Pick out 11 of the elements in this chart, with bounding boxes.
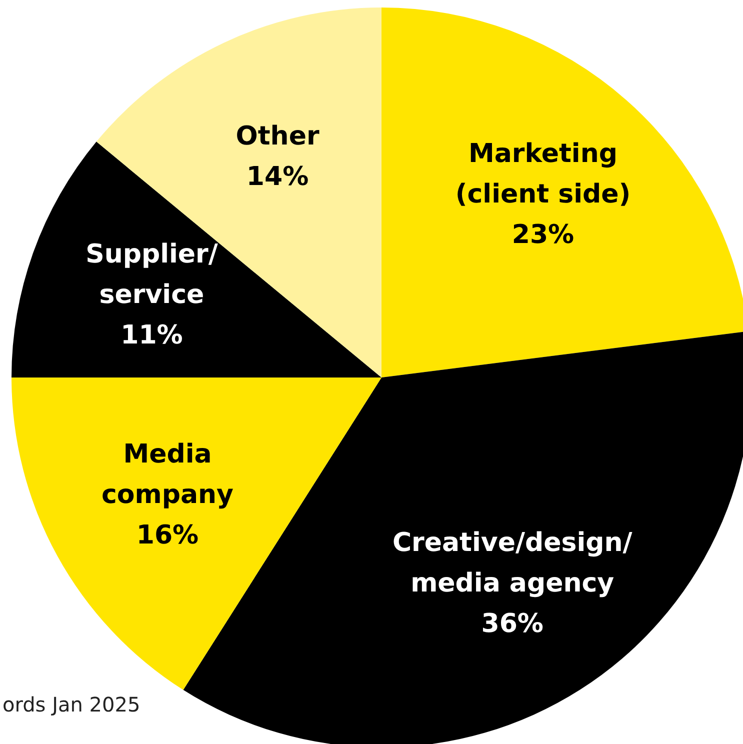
data-label: 11% xyxy=(120,320,183,350)
data-label: 16% xyxy=(136,520,199,551)
slice-label: Creative/design/ media agency xyxy=(392,528,633,599)
text: ords Jan 2025 xyxy=(2,692,140,716)
slice-label: Other xyxy=(236,121,320,152)
data-label: 14% xyxy=(246,162,309,192)
slice-label: Marketing (client side) xyxy=(455,138,631,210)
data-label: 36% xyxy=(481,609,544,640)
slice-label: Media company xyxy=(102,440,234,510)
slice-label: Supplier/ service xyxy=(86,239,218,310)
data-label: 23% xyxy=(512,220,574,250)
